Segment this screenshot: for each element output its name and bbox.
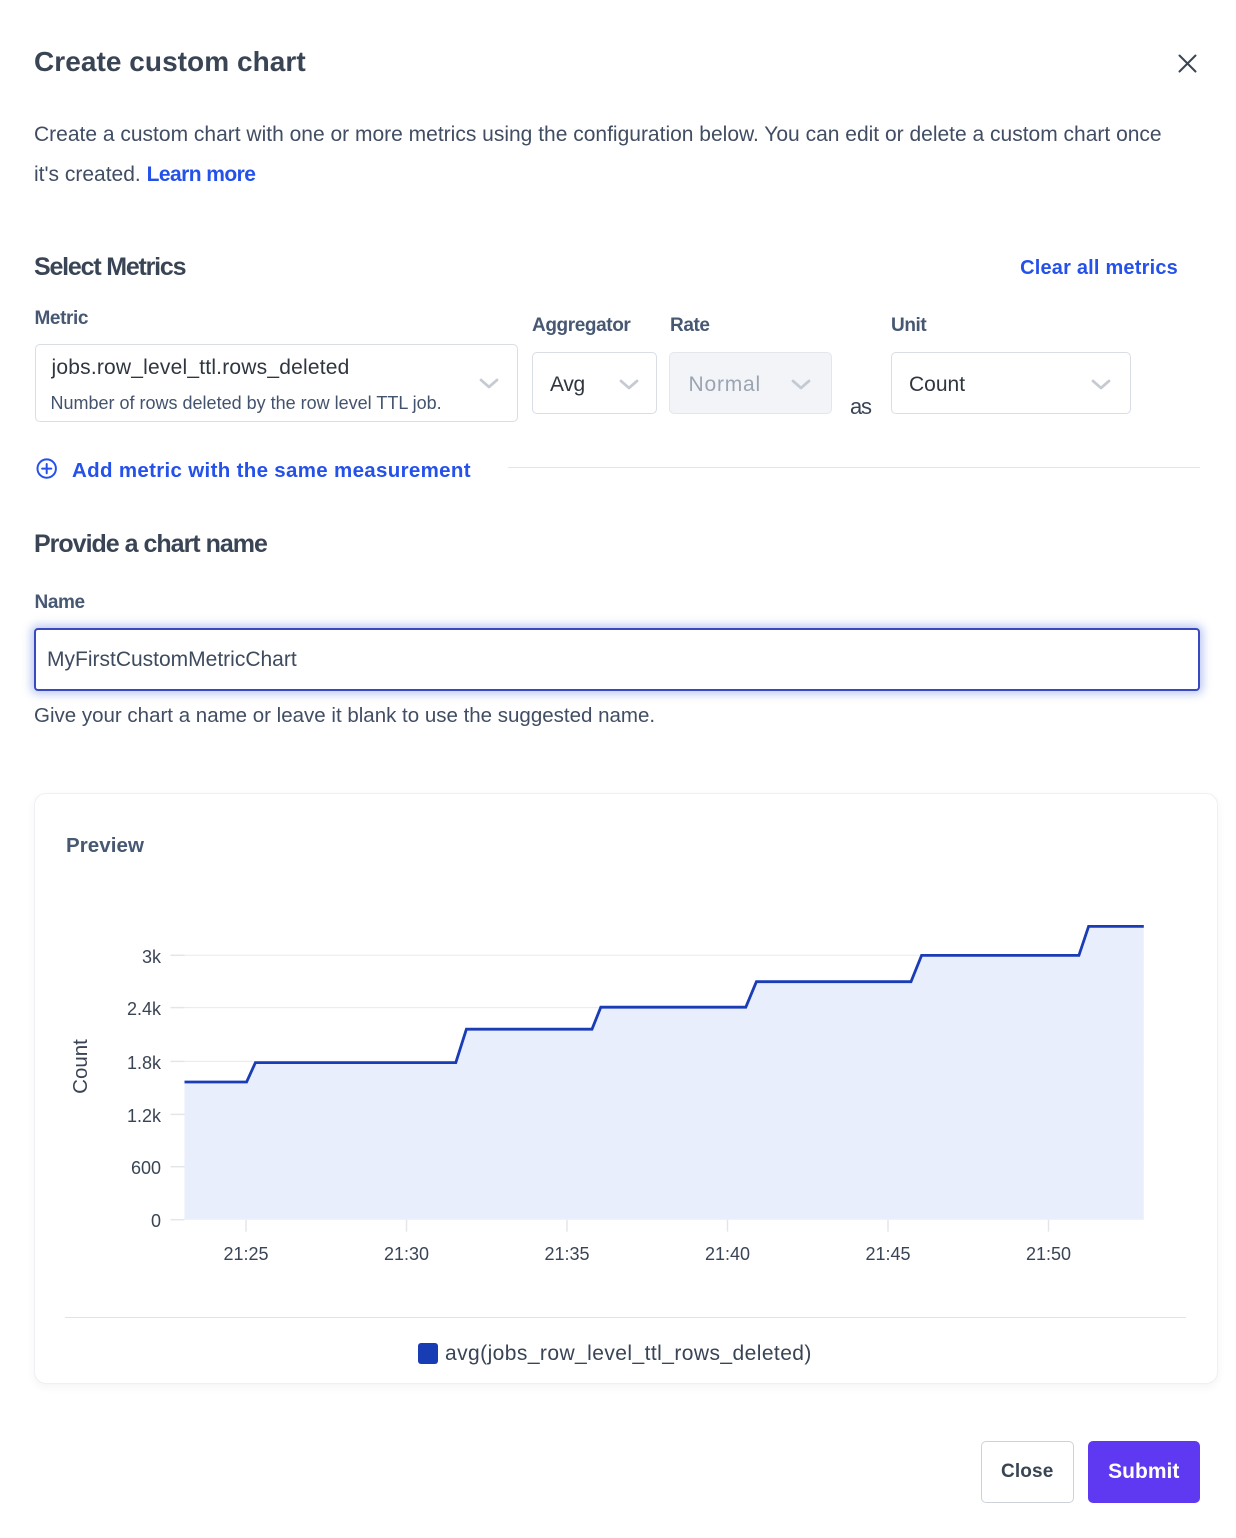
svg-text:Count: Count bbox=[69, 1039, 92, 1094]
svg-text:1.8k: 1.8k bbox=[127, 1053, 162, 1073]
svg-text:1.2k: 1.2k bbox=[127, 1106, 162, 1126]
svg-text:2.4k: 2.4k bbox=[127, 999, 162, 1019]
svg-text:3k: 3k bbox=[142, 947, 162, 967]
svg-text:0: 0 bbox=[151, 1211, 161, 1231]
svg-text:600: 600 bbox=[131, 1158, 161, 1178]
svg-text:21:35: 21:35 bbox=[544, 1244, 589, 1264]
svg-text:21:40: 21:40 bbox=[705, 1244, 750, 1264]
svg-text:21:45: 21:45 bbox=[865, 1244, 910, 1264]
svg-text:21:50: 21:50 bbox=[1026, 1244, 1071, 1264]
svg-text:21:25: 21:25 bbox=[223, 1244, 268, 1264]
svg-text:21:30: 21:30 bbox=[384, 1244, 429, 1264]
